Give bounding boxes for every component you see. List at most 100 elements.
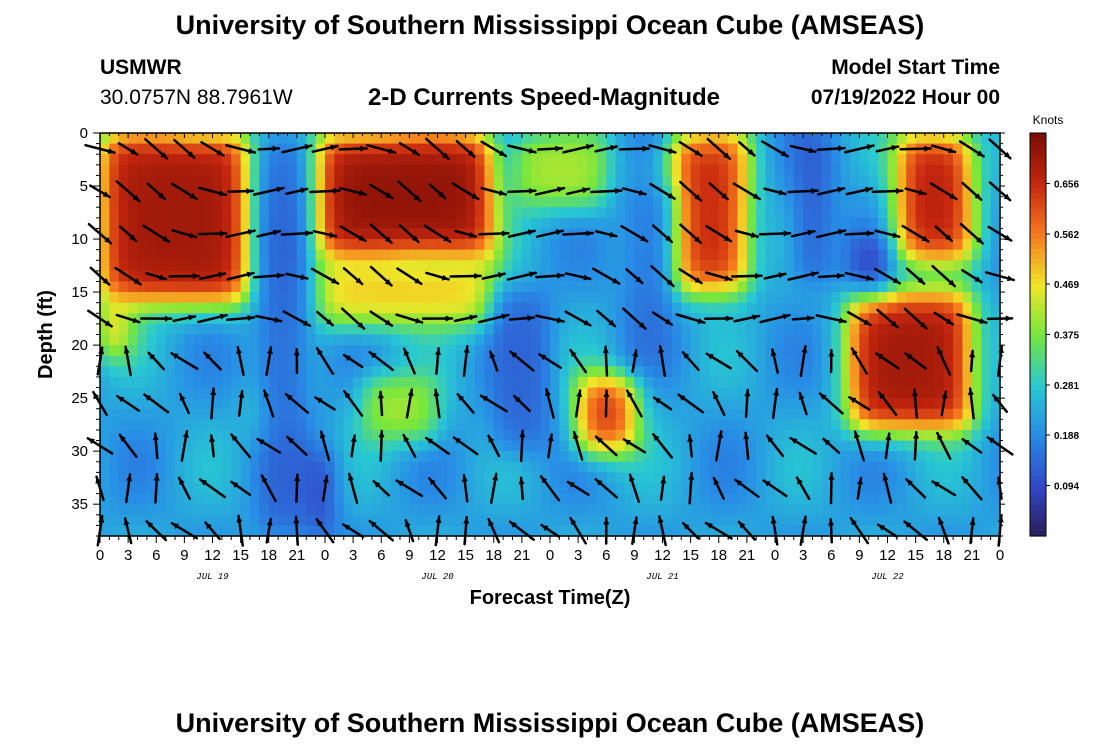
heatmap-cell <box>100 133 110 145</box>
heatmap-cell <box>568 260 579 272</box>
heatmap-cell <box>709 143 720 155</box>
heatmap-cell <box>184 419 195 431</box>
heatmap-cell <box>437 419 448 431</box>
heatmap-cell <box>756 334 767 346</box>
heatmap-cell <box>578 493 589 505</box>
heatmap-cell <box>475 143 485 155</box>
heatmap-cell <box>859 419 870 431</box>
heatmap-cell <box>137 472 148 484</box>
heatmap-cell <box>756 408 767 420</box>
heatmap-cell <box>887 249 898 261</box>
heatmap-cell <box>278 313 289 325</box>
current-arrow <box>933 311 955 326</box>
heatmap-cell <box>606 429 617 442</box>
heatmap-cell <box>146 217 157 230</box>
heatmap-cell <box>596 429 607 442</box>
heatmap-cell <box>353 239 364 251</box>
heatmap-cell <box>418 196 429 208</box>
heatmap-cell <box>737 408 748 420</box>
heatmap-cell <box>681 504 692 516</box>
heatmap-cell <box>353 366 364 378</box>
heatmap-cell <box>878 260 889 272</box>
heatmap-cell <box>259 260 270 272</box>
heatmap-cell <box>596 175 607 187</box>
heatmap-cell <box>381 175 392 187</box>
heatmap-cell <box>887 504 898 516</box>
heatmap-cell <box>896 334 907 346</box>
heatmap-cell <box>240 355 251 367</box>
heatmap-cell <box>203 482 214 495</box>
heatmap-cell <box>475 355 485 367</box>
heatmap-cell <box>737 207 748 219</box>
heatmap-cell <box>240 387 251 399</box>
heatmap-cell <box>831 472 842 484</box>
heatmap-cell <box>540 419 551 431</box>
heatmap-cell <box>362 270 373 283</box>
heatmap-cell <box>634 355 645 367</box>
heatmap-cell <box>381 249 392 261</box>
heatmap-cell <box>737 472 748 484</box>
heatmap-cell <box>118 493 129 505</box>
heatmap-cell <box>437 323 448 336</box>
heatmap-cell <box>653 345 664 357</box>
heatmap-cell <box>343 419 354 431</box>
heatmap-cell <box>887 525 898 537</box>
heatmap-cell <box>221 196 232 208</box>
heatmap-cell <box>231 292 242 304</box>
heatmap-cell <box>203 493 214 505</box>
colorbar-segment <box>1030 530 1046 537</box>
heatmap-cell <box>550 398 560 410</box>
heatmap-cell <box>850 334 860 346</box>
heatmap-cell <box>587 514 598 526</box>
heatmap-cell <box>812 313 823 325</box>
heatmap-cell <box>325 164 335 177</box>
heatmap-cell <box>690 281 701 293</box>
heatmap-cell <box>700 429 710 442</box>
heatmap-cell <box>831 461 842 473</box>
heatmap-cell <box>615 366 626 378</box>
heatmap-cell <box>671 461 682 473</box>
heatmap-cell <box>100 525 110 537</box>
heatmap-cell <box>390 175 401 187</box>
current-arrow <box>286 435 308 456</box>
heatmap-cell <box>868 281 879 293</box>
heatmap-cell <box>737 398 748 410</box>
heatmap-cell <box>821 429 832 442</box>
heatmap-cell <box>746 281 757 293</box>
heatmap-cell <box>456 345 467 357</box>
heatmap-cell <box>371 366 382 378</box>
current-arrow <box>256 229 282 238</box>
heatmap-cell <box>925 133 935 145</box>
heatmap-cell <box>118 292 129 304</box>
heatmap-cell <box>381 154 392 166</box>
heatmap-cell <box>840 472 851 484</box>
heatmap-cell <box>334 387 345 399</box>
heatmap-cell <box>784 196 795 208</box>
heatmap-cell <box>812 482 823 495</box>
heatmap-cell <box>493 260 504 272</box>
heatmap-cell <box>943 504 954 516</box>
heatmap-cell <box>287 323 298 336</box>
heatmap-cell <box>915 196 926 208</box>
heatmap-cell <box>521 355 532 367</box>
heatmap-cell <box>409 461 420 473</box>
heatmap-cell <box>793 419 804 431</box>
heatmap-cell <box>418 164 429 177</box>
heatmap-cell <box>700 260 710 272</box>
heatmap-cell <box>231 196 242 208</box>
heatmap-cell <box>428 376 439 389</box>
heatmap-cell <box>400 334 410 346</box>
heatmap-cell <box>765 345 776 357</box>
heatmap-cell <box>465 398 476 410</box>
heatmap-cell <box>100 440 110 452</box>
heatmap-cell <box>531 133 542 145</box>
heatmap-cell <box>156 440 167 452</box>
heatmap-cell <box>118 504 129 516</box>
heatmap-cell <box>568 313 579 325</box>
heatmap-cell <box>634 196 645 208</box>
heatmap-cell <box>156 133 167 145</box>
heatmap-cell <box>456 482 467 495</box>
heatmap-cell <box>437 217 448 230</box>
heatmap-cell <box>175 249 185 261</box>
heatmap-cell <box>128 186 139 198</box>
